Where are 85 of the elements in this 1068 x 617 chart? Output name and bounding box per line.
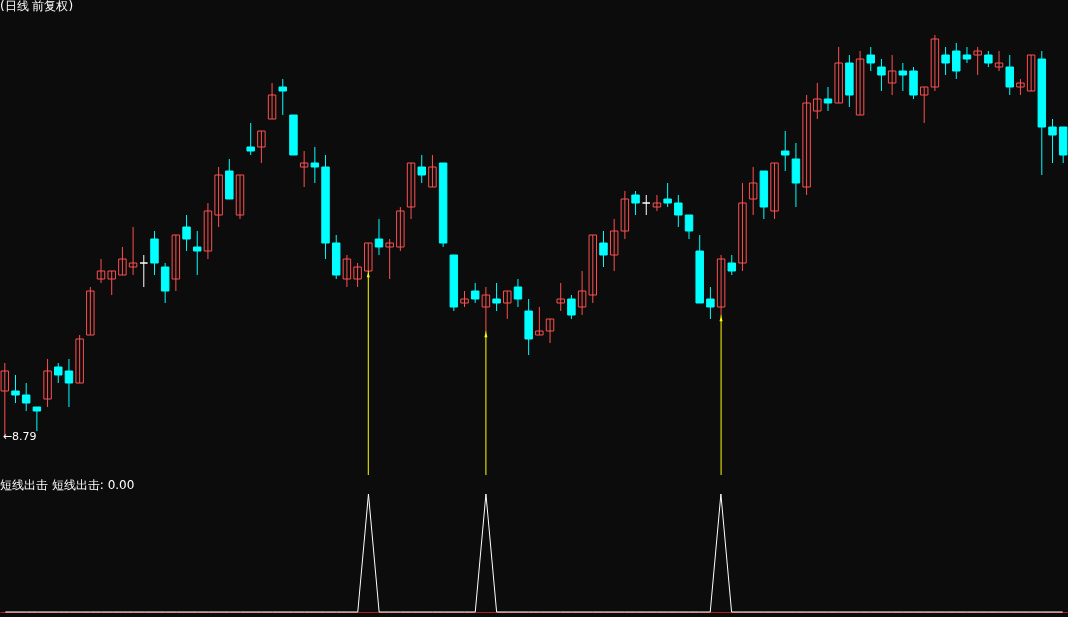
- candlestick: [470, 282, 480, 304]
- candlestick: [364, 242, 373, 272]
- chart-title: 短线出击 短线出击: 0.00: [0, 477, 135, 492]
- candlestick: [631, 190, 640, 216]
- candlestick: [171, 234, 181, 292]
- candlestick: [567, 294, 576, 320]
- candlestick: [994, 50, 1004, 72]
- candlestick: [160, 262, 170, 304]
- candlestick: [374, 218, 384, 256]
- candlestick: [267, 82, 277, 120]
- candlestick: [299, 150, 309, 188]
- candlestick: [941, 46, 950, 76]
- candlestick: [674, 194, 683, 228]
- candlestick: [577, 270, 587, 316]
- candlestick: [64, 358, 74, 408]
- candlestick: [139, 254, 149, 288]
- candlestick: [738, 182, 747, 272]
- candlestick: [150, 230, 159, 276]
- candlestick: [780, 130, 790, 172]
- candlestick: [21, 382, 31, 412]
- candlestick: [193, 230, 202, 276]
- candlestick: [235, 174, 245, 220]
- candlestick: [599, 230, 608, 268]
- candlestick: [54, 362, 63, 384]
- candlestick: [716, 254, 726, 316]
- candlestick: [727, 254, 737, 276]
- candlestick: [396, 206, 405, 252]
- candlestick: [310, 146, 320, 184]
- candlestick: [642, 194, 651, 216]
- candlestick: [513, 278, 523, 308]
- candlestick: [770, 162, 779, 220]
- candlestick: [545, 318, 555, 344]
- candlestick: [791, 142, 801, 208]
- candlestick: [887, 54, 897, 96]
- candlestick: [930, 34, 940, 92]
- candlestick: [855, 50, 865, 116]
- candlestick: [118, 246, 127, 276]
- candlestick: [748, 166, 758, 216]
- candlestick: [866, 46, 875, 72]
- candlestick: [96, 258, 106, 284]
- candlestick: [428, 154, 437, 188]
- candlestick: [342, 254, 352, 288]
- candlestick: [11, 374, 20, 404]
- candlestick: [663, 182, 672, 208]
- candlestick: [417, 154, 426, 184]
- candlestick: [481, 286, 491, 332]
- candlestick: [257, 130, 266, 164]
- candlestick: [652, 194, 662, 212]
- candlestick: [813, 82, 822, 120]
- candlestick: [203, 202, 213, 260]
- candlestick: [492, 282, 501, 312]
- candlestick: [353, 262, 362, 288]
- annotation: ←8.79: [2, 430, 37, 443]
- candlestick: [86, 286, 95, 336]
- candlestick: [973, 46, 982, 76]
- candlestick: [898, 62, 908, 92]
- candlestick: [1005, 54, 1014, 96]
- candlestick: [684, 214, 694, 240]
- candlestick: [952, 42, 961, 80]
- candlestick: [107, 270, 116, 296]
- candlestick: [556, 282, 565, 312]
- candlestick: [278, 78, 288, 116]
- chart-title: (日线 前复权): [0, 0, 74, 13]
- candlestick: [877, 58, 886, 92]
- candlestick: [43, 358, 52, 408]
- candlestick: [182, 214, 191, 252]
- candlestick: [75, 334, 84, 384]
- candlestick: [1048, 118, 1057, 164]
- candlestick: [802, 94, 811, 196]
- candlestick: [823, 86, 833, 112]
- candlestick: [588, 234, 598, 304]
- candlestick: [706, 286, 715, 320]
- candlestick: [503, 290, 512, 320]
- candlestick: [406, 162, 416, 220]
- candlestick: [535, 306, 544, 336]
- candlestick: [1026, 54, 1036, 92]
- candlestick: [128, 226, 138, 276]
- candlestick: [385, 238, 394, 280]
- candlestick: [246, 122, 255, 156]
- candlestick: [32, 406, 42, 432]
- candlestick: [834, 46, 843, 104]
- candlestick: [962, 46, 972, 64]
- candlestick: [909, 66, 918, 100]
- candlestick: [214, 166, 223, 228]
- candlestick: [919, 86, 929, 124]
